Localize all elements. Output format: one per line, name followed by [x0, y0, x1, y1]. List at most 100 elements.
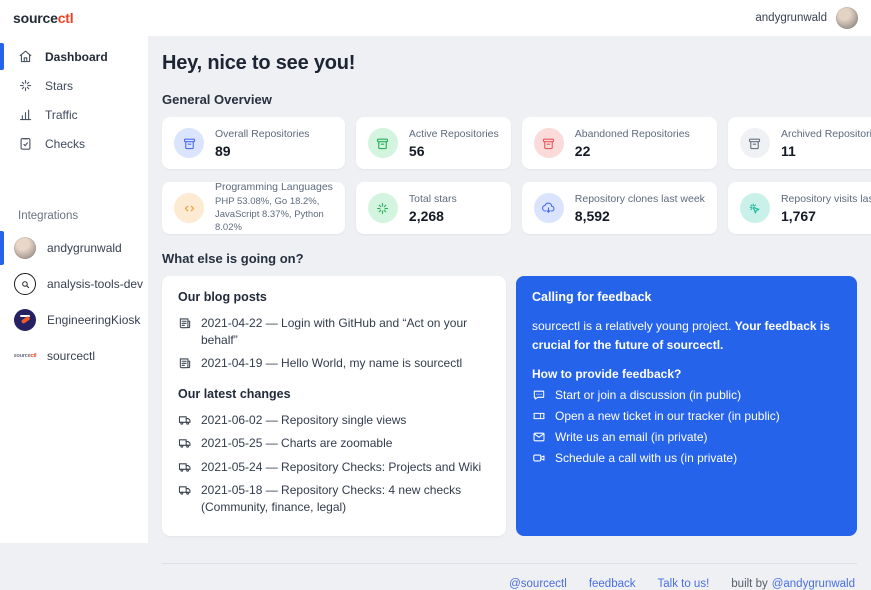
changelog-entry-link[interactable]: 2021-05-24 — Repository Checks: Projects…	[178, 459, 490, 476]
integration-analysis-tools-dev[interactable]: analysis-tools-dev	[0, 266, 148, 302]
sidebar-item-stars[interactable]: Stars	[0, 71, 148, 100]
sidebar-item-label: Stars	[45, 78, 74, 93]
truck-icon	[178, 435, 192, 450]
stat-label: Programming Languages	[215, 181, 333, 194]
integration-name: sourcectl	[47, 349, 96, 363]
changelog-text: 2021-05-25 — Charts are zoomable	[201, 436, 393, 451]
footer-link-sourcectl[interactable]: @sourcectl	[509, 578, 567, 590]
sparkles-icon	[18, 78, 33, 93]
integrations-heading: Integrations	[18, 210, 79, 222]
integration-avatar	[14, 237, 36, 259]
stat-value: 8,592	[574, 207, 610, 224]
integration-engineeringkiosk[interactable]: EngineeringKiosk	[0, 302, 148, 338]
stat-value: 22	[574, 142, 591, 159]
cursor-click-icon	[739, 193, 770, 223]
blog-post-text: 2021-04-19 — Hello World, my name is sou…	[201, 356, 463, 371]
integration-name: EngineeringKiosk	[47, 313, 141, 327]
latest-changes-heading: Our latest changes	[178, 386, 291, 401]
cloud-download-icon	[533, 193, 564, 223]
truck-icon	[178, 412, 192, 427]
top-bar: sourcectl andygrunwald	[0, 0, 871, 36]
ticket-icon	[532, 409, 546, 423]
code-icon	[174, 193, 204, 223]
changelog-text: 2021-05-24 — Repository Checks: Projects…	[201, 459, 482, 474]
blog-post-link[interactable]: 2021-04-19 — Hello World, my name is sou…	[178, 355, 490, 372]
blog-posts-heading: Our blog posts	[178, 290, 267, 304]
user-avatar[interactable]	[836, 7, 858, 29]
sidebar-item-label: Dashboard	[45, 49, 108, 64]
mail-icon	[532, 430, 546, 444]
sourcectl-mini-logo: source ctl	[13, 353, 37, 359]
video-camera-icon	[532, 451, 546, 465]
whats-going-on-heading: What else is going on?	[162, 251, 304, 266]
brand-logo[interactable]: sourcectl	[13, 10, 74, 26]
brand-name-primary: source	[13, 10, 58, 26]
stat-value: 11	[780, 142, 796, 159]
feedback-option-label: Open a new ticket in our tracker (in pub…	[555, 409, 780, 424]
integration-name: analysis-tools-dev	[47, 277, 144, 291]
feedback-option-discussion[interactable]: Start or join a discussion (in public)	[532, 388, 841, 402]
feedback-intro: sourcectl is a relatively young project.…	[532, 319, 830, 352]
sparkles-icon	[367, 193, 398, 223]
stat-card-archived-repositories: Archived Repositories 11	[727, 117, 871, 169]
username-label: andygrunwald	[755, 12, 827, 24]
overview-heading: General Overview	[162, 92, 272, 107]
feedback-panel: Calling for feedback sourcectl is a rela…	[516, 276, 857, 537]
changelog-text: 2021-05-18 — Repository Checks: 4 new ch…	[201, 483, 462, 514]
blog-post-link[interactable]: 2021-04-22 — Login with GitHub and “Act …	[178, 315, 490, 348]
user-menu[interactable]: andygrunwald	[755, 7, 858, 29]
sidebar: Dashboard Stars Traffic Checks Integrati…	[0, 36, 148, 543]
truck-icon	[178, 482, 192, 497]
clipboard-check-icon	[18, 136, 33, 151]
footer-link-talk-to-us[interactable]: Talk to us!	[657, 578, 710, 590]
sidebar-item-traffic[interactable]: Traffic	[0, 100, 148, 129]
stat-card-repository-visits: Repository visits last week 1,767	[727, 182, 871, 234]
stat-card-programming-languages: Programming Languages PHP 53.08%, Go 18.…	[162, 181, 345, 234]
changelog-text: 2021-06-02 — Repository single views	[201, 412, 407, 427]
stats-grid: Overall Repositories 89 Active Repositor…	[162, 117, 871, 234]
footer-link-andygrunwald[interactable]: @andygrunwald	[771, 578, 855, 590]
brand-name-accent: ctl	[57, 10, 74, 26]
integration-andygrunwald[interactable]: andygrunwald	[0, 230, 148, 266]
sidebar-item-checks[interactable]: Checks	[0, 129, 148, 158]
content-columns: Our blog posts 2021-04-22 — Login with G…	[162, 276, 857, 537]
archive-icon	[739, 128, 770, 158]
sidebar-item-label: Traffic	[45, 107, 78, 122]
stat-label: Repository clones last week	[574, 192, 705, 205]
home-icon	[18, 49, 33, 64]
stat-label: Active Repositories	[408, 127, 499, 140]
changelog-entry-link[interactable]: 2021-06-02 — Repository single views	[178, 412, 490, 429]
archive-icon	[174, 128, 204, 158]
changelog-entry-link[interactable]: 2021-05-18 — Repository Checks: 4 new ch…	[178, 482, 490, 515]
sidebar-item-label: Checks	[45, 136, 86, 151]
stat-card-abandoned-repositories: Abandoned Repositories 22	[521, 117, 717, 169]
bar-chart-icon	[18, 107, 33, 122]
stat-card-overall-repositories: Overall Repositories 89	[162, 117, 345, 169]
changelog-entry-link[interactable]: 2021-05-25 — Charts are zoomable	[178, 435, 490, 452]
stat-card-repository-clones: Repository clones last week 8,592	[521, 182, 717, 234]
stat-value: 56	[408, 142, 425, 159]
feedback-option-ticket[interactable]: Open a new ticket in our tracker (in pub…	[532, 409, 841, 423]
feedback-option-label: Write us an email (in private)	[555, 430, 708, 445]
sidebar-item-dashboard[interactable]: Dashboard	[0, 42, 148, 71]
integration-sourcectl[interactable]: source ctl sourcectl	[0, 338, 148, 374]
newspaper-icon	[178, 315, 192, 330]
feedback-how-heading: How to provide feedback?	[532, 367, 682, 382]
truck-icon	[178, 459, 192, 474]
feedback-option-email[interactable]: Write us an email (in private)	[532, 430, 841, 444]
archive-icon	[367, 128, 398, 158]
blog-post-text: 2021-04-22 — Login with GitHub and “Act …	[201, 316, 468, 347]
stat-label: Archived Repositories	[780, 127, 871, 140]
news-panel: Our blog posts 2021-04-22 — Login with G…	[162, 276, 506, 537]
stat-value: 1,767	[780, 207, 816, 224]
stat-card-total-stars: Total stars 2,268	[355, 182, 511, 234]
stat-label: Overall Repositories	[215, 127, 310, 140]
archive-icon	[533, 128, 564, 158]
stat-value: PHP 53.08%, Go 18.2%, JavaScript 8.37%, …	[215, 196, 324, 233]
stat-label: Abandoned Repositories	[574, 127, 690, 140]
main-content: Hey, nice to see you! General Overview O…	[148, 36, 871, 590]
footer-link-feedback[interactable]: feedback	[588, 578, 636, 590]
feedback-heading: Calling for feedback	[532, 290, 652, 304]
feedback-option-call[interactable]: Schedule a call with us (in private)	[532, 451, 841, 465]
page-footer: @sourcectl feedback Talk to us! built by…	[162, 563, 857, 590]
